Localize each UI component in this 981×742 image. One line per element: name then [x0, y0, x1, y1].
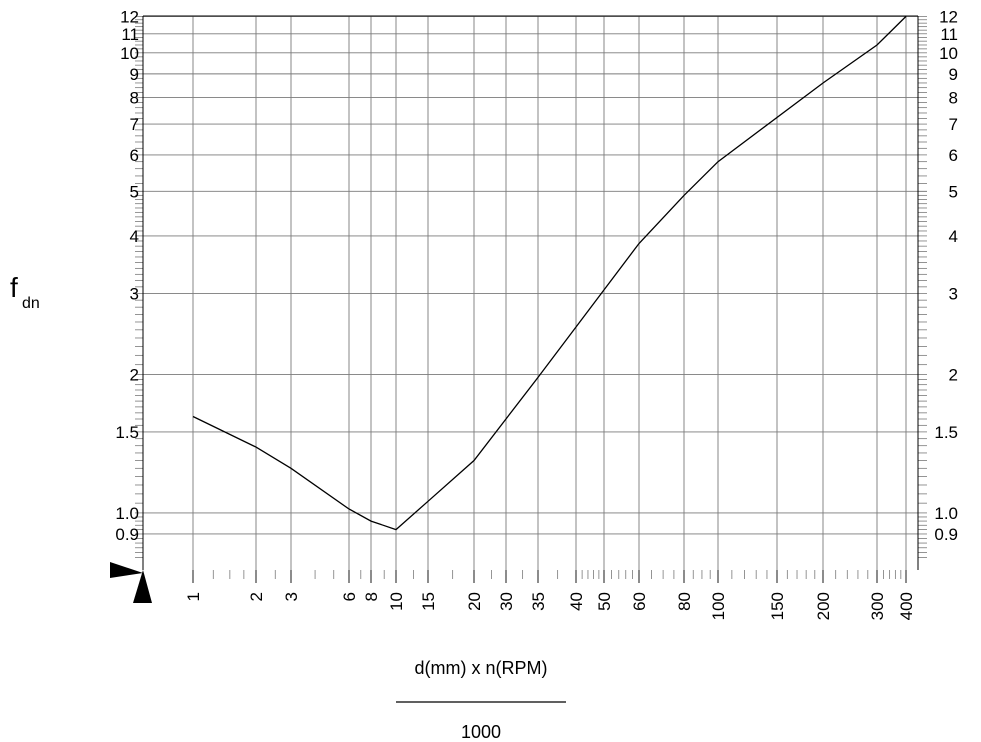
x-tick-labels: 1 2 3 6 8 10 15 20 30 35 40 50 60 80 100 150 200 300 400	[184, 592, 916, 620]
grid	[143, 15, 918, 570]
y-tick-label: 10	[120, 44, 139, 63]
x-tick-label: 80	[675, 592, 694, 611]
x-tick-label: 100	[709, 592, 728, 620]
x-tick-label: 10	[387, 592, 406, 611]
x-tick-label: 300	[868, 592, 887, 620]
x-tick-label: 30	[497, 592, 516, 611]
y-tick-label-right: 1.5	[934, 423, 958, 442]
y-tick-label: 4	[130, 227, 139, 246]
y-tick-label-right: 11	[940, 25, 958, 44]
y-tick-label: 9	[130, 65, 139, 84]
x-tick-label: 3	[282, 592, 301, 601]
series-line	[192, 15, 907, 531]
x-tick-label: 6	[340, 592, 359, 601]
y-tick-label: 7	[130, 115, 139, 134]
y-tick-label: 0.9	[115, 525, 139, 544]
y-tick-label: 5	[130, 182, 139, 201]
y-tick-label: 8	[130, 88, 139, 107]
y-tick-label: 11	[121, 25, 139, 44]
y-axis-label: f	[10, 272, 18, 303]
x-tick-label: 15	[419, 592, 438, 611]
x-tick-label: 40	[567, 592, 586, 611]
y-tick-label-right: 2	[949, 365, 958, 384]
minor-ticks	[135, 15, 927, 579]
y-tick-label-right: 5	[949, 182, 958, 201]
y-tick-label-right: 8	[949, 88, 958, 107]
axes	[142, 15, 919, 583]
y-tick-label: 1.5	[115, 423, 139, 442]
x-axis-label-denominator: 1000	[461, 722, 501, 742]
x-tick-label: 20	[465, 592, 484, 611]
y-tick-label: 1.0	[115, 504, 139, 523]
x-tick-label: 1	[184, 592, 203, 601]
axis-origin-arrow-up	[133, 570, 152, 603]
y-tick-label-right: 9	[949, 65, 958, 84]
x-tick-label: 2	[247, 592, 266, 601]
y-tick-label-right: 1.0	[934, 504, 958, 523]
x-tick-label: 50	[595, 592, 614, 611]
y-tick-label-right: 0.9	[934, 525, 958, 544]
y-tick-label-right: 6	[949, 146, 958, 165]
y-tick-label-right: 7	[949, 115, 958, 134]
series	[192, 15, 907, 531]
y-tick-label: 2	[130, 365, 139, 384]
y-tick-label-right: 4	[949, 227, 958, 246]
y-tick-label: 12	[120, 7, 139, 26]
y-tick-label-right: 10	[939, 44, 958, 63]
y-axis-label-subscript: dn	[22, 295, 40, 312]
y-tick-label-right: 12	[939, 7, 958, 26]
x-tick-label: 400	[897, 592, 916, 620]
x-tick-label: 60	[630, 592, 649, 611]
y-tick-label: 3	[130, 284, 139, 303]
y-tick-label-right: 3	[949, 284, 958, 303]
x-tick-label: 150	[768, 592, 787, 620]
x-tick-label: 35	[529, 592, 548, 611]
y-tick-label: 6	[130, 146, 139, 165]
axis-origin-arrow-right	[110, 562, 143, 578]
x-axis-label-numerator: d(mm) x n(RPM)	[415, 658, 548, 678]
x-tick-label: 8	[362, 592, 381, 601]
x-tick-label: 200	[814, 592, 833, 620]
